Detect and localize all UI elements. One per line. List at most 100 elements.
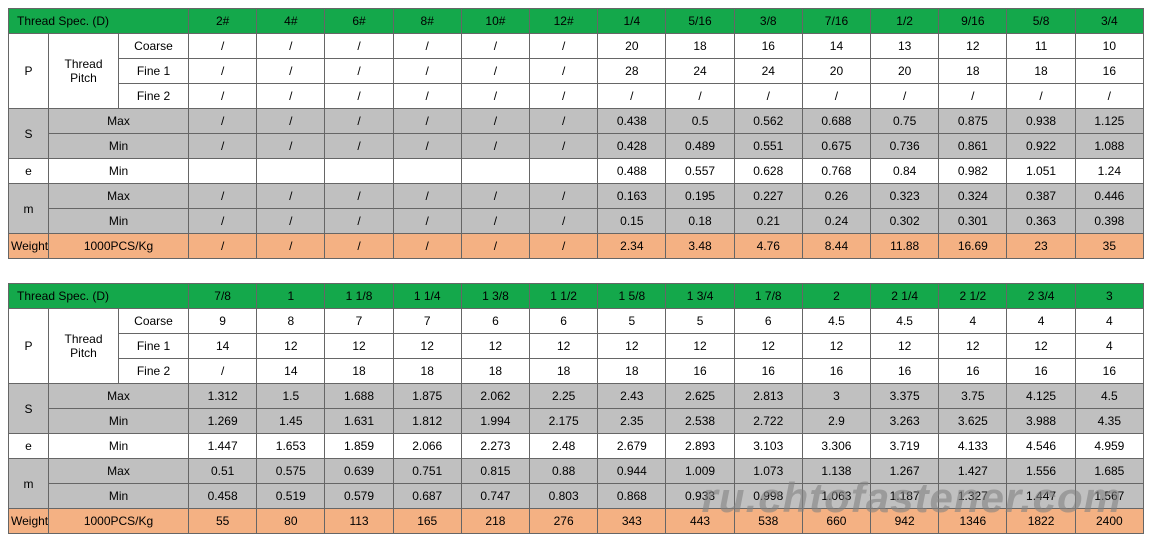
cell-fine2: / [461,84,529,109]
cell-s-max: 0.438 [598,109,666,134]
size-header: 2 1/4 [871,284,939,309]
cell-fine1: 12 [257,334,325,359]
label-thread-pitch: Thread Pitch [49,309,119,384]
cell-coarse: 14 [802,34,870,59]
cell-fine1: / [530,59,598,84]
cell-fine2: / [393,84,461,109]
cell-weight: 8.44 [802,234,870,259]
cell-e-min [257,159,325,184]
cell-weight: / [393,234,461,259]
cell-coarse: 6 [461,309,529,334]
label-s-min: Min [49,134,189,159]
cell-coarse: 7 [325,309,393,334]
cell-s-max: 1.312 [189,384,257,409]
cell-fine2: / [598,84,666,109]
cell-s-max: 3.75 [939,384,1007,409]
cell-s-max: 2.43 [598,384,666,409]
cell-s-max: 1.688 [325,384,393,409]
cell-m-min: 0.519 [257,484,325,509]
cell-weight: 80 [257,509,325,534]
label-coarse: Coarse [119,309,189,334]
cell-s-max: / [461,109,529,134]
cell-fine2: / [939,84,1007,109]
cell-weight: 1346 [939,509,1007,534]
cell-s-max: 0.688 [802,109,870,134]
label-m: m [9,459,49,509]
cell-s-min: 2.538 [666,409,734,434]
cell-coarse: 4.5 [802,309,870,334]
label-pcs: 1000PCS/Kg [49,509,189,534]
cell-fine1: 4 [1075,334,1143,359]
cell-fine1: 14 [189,334,257,359]
cell-s-max: 3.375 [871,384,939,409]
cell-m-max: 1.073 [734,459,802,484]
label-e-min: Min [49,434,189,459]
cell-e-min: 1.859 [325,434,393,459]
label-thread-pitch: Thread Pitch [49,34,119,109]
size-header: 1 3/4 [666,284,734,309]
size-header: 5/8 [1007,9,1075,34]
size-header: 3/8 [734,9,802,34]
cell-e-min [530,159,598,184]
size-header: 3/4 [1075,9,1143,34]
cell-s-min: 1.269 [189,409,257,434]
label-m: m [9,184,49,234]
cell-e-min: 0.628 [734,159,802,184]
cell-weight: 113 [325,509,393,534]
cell-m-min: 0.933 [666,484,734,509]
cell-s-max: 0.875 [939,109,1007,134]
size-header: 2# [189,9,257,34]
cell-fine1: / [325,59,393,84]
cell-weight: / [257,234,325,259]
cell-s-min: 0.922 [1007,134,1075,159]
cell-m-min: 0.363 [1007,209,1075,234]
cell-fine2: / [1075,84,1143,109]
cell-s-min: / [393,134,461,159]
cell-fine2: / [257,84,325,109]
cell-weight: 55 [189,509,257,534]
cell-s-min: 1.994 [461,409,529,434]
cell-s-max: 0.75 [871,109,939,134]
cell-coarse: 10 [1075,34,1143,59]
cell-m-min: 0.747 [461,484,529,509]
cell-s-min: 2.35 [598,409,666,434]
cell-s-max: 2.25 [530,384,598,409]
cell-e-min: 2.273 [461,434,529,459]
cell-fine1: 12 [393,334,461,359]
cell-m-min: 1.447 [1007,484,1075,509]
cell-s-max: 4.5 [1075,384,1143,409]
size-header: 5/16 [666,9,734,34]
size-header: 4# [257,9,325,34]
cell-s-min: 1.812 [393,409,461,434]
cell-fine2: 18 [530,359,598,384]
cell-e-min [461,159,529,184]
cell-s-min: 1.088 [1075,134,1143,159]
cell-coarse: 6 [734,309,802,334]
cell-coarse: 6 [530,309,598,334]
cell-e-min: 2.679 [598,434,666,459]
cell-m-min: 0.18 [666,209,734,234]
cell-fine2: / [189,84,257,109]
cell-fine2: / [871,84,939,109]
cell-m-min: / [257,209,325,234]
cell-weight: / [325,234,393,259]
label-e: e [9,434,49,459]
cell-m-max: 1.267 [871,459,939,484]
label-fine2: Fine 2 [119,359,189,384]
cell-coarse: 9 [189,309,257,334]
cell-fine2: 16 [1007,359,1075,384]
size-header: 1 7/8 [734,284,802,309]
cell-s-max: 4.125 [1007,384,1075,409]
cell-s-min: / [325,134,393,159]
cell-fine2: / [530,84,598,109]
cell-fine2: 18 [393,359,461,384]
cell-s-min: 0.675 [802,134,870,159]
cell-weight: 2.34 [598,234,666,259]
cell-fine1: 20 [802,59,870,84]
cell-weight: / [530,234,598,259]
cell-s-min: 3.625 [939,409,1007,434]
label-m-min: Min [49,209,189,234]
cell-weight: 538 [734,509,802,534]
table2: Thread Spec. (D)7/811 1/81 1/41 3/81 1/2… [8,283,1144,534]
cell-s-min: 4.35 [1075,409,1143,434]
